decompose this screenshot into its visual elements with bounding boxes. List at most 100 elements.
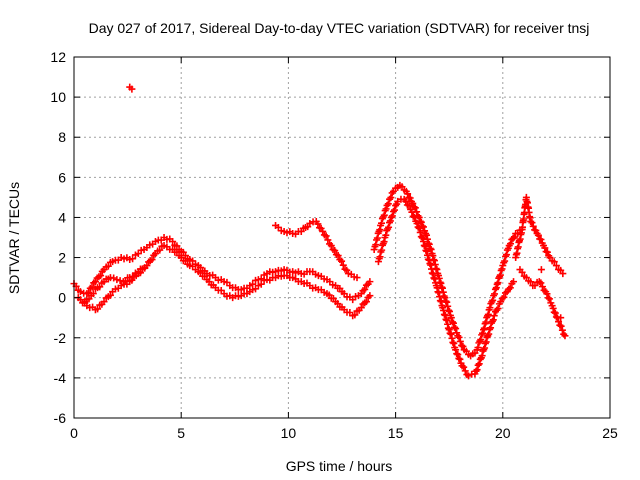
data-point <box>561 332 569 340</box>
y-tick-label: 6 <box>58 169 66 185</box>
data-point <box>104 262 112 270</box>
data-point <box>559 270 567 278</box>
data-point <box>382 205 390 213</box>
data-point <box>366 292 374 300</box>
data-point <box>507 240 515 248</box>
data-point <box>442 315 450 323</box>
data-point <box>411 204 419 212</box>
data-point <box>489 296 497 304</box>
data-point <box>555 318 563 326</box>
series-track-a <box>70 234 374 304</box>
data-point <box>388 189 396 197</box>
data-point <box>324 236 332 244</box>
x-tick-label: 20 <box>495 425 511 441</box>
y-tick-label: 8 <box>58 129 66 145</box>
data-point <box>510 278 518 286</box>
data-point <box>334 252 342 260</box>
x-tick-label: 25 <box>602 425 618 441</box>
series-outliers <box>126 83 565 322</box>
data-point <box>421 242 429 250</box>
data-point <box>408 208 416 216</box>
data-point <box>460 363 468 371</box>
data-point <box>558 326 566 334</box>
data-point <box>453 350 461 358</box>
data-point <box>448 334 456 342</box>
x-tick-label: 10 <box>281 425 297 441</box>
data-point <box>458 341 466 349</box>
data-point <box>446 329 454 337</box>
data-point <box>538 283 546 291</box>
data-point <box>376 253 384 261</box>
x-tick-label: 5 <box>177 425 185 441</box>
data-point <box>502 251 510 259</box>
data-point <box>113 276 121 284</box>
data-point <box>529 222 537 230</box>
data-point <box>173 242 181 250</box>
data-point <box>426 244 434 252</box>
y-tick-label: -2 <box>54 330 67 346</box>
y-tick-label: -4 <box>54 370 67 386</box>
data-point <box>557 314 565 322</box>
data-point <box>436 297 444 305</box>
data-point <box>448 318 456 326</box>
axis-ticks: 0 5 10 15 20 25 -6 -4 -2 0 2 4 6 8 10 12 <box>50 49 618 441</box>
data-point <box>148 256 156 264</box>
data-point <box>392 202 400 210</box>
data-point <box>339 261 347 269</box>
data-point <box>456 355 464 363</box>
data-point <box>506 284 514 292</box>
data-point <box>413 219 421 227</box>
y-tick-label: -6 <box>54 410 67 426</box>
data-point <box>494 279 502 287</box>
data-point <box>424 239 432 247</box>
data-point <box>376 226 384 234</box>
data-series <box>70 83 569 380</box>
data-point <box>414 223 422 231</box>
data-point <box>482 318 490 326</box>
data-point <box>491 290 499 298</box>
data-point <box>424 255 432 263</box>
data-point <box>425 240 433 248</box>
x-axis-label: GPS time / hours <box>286 458 393 474</box>
data-point <box>419 238 427 246</box>
y-tick-label: 10 <box>50 89 66 105</box>
data-point <box>446 307 454 315</box>
data-point <box>480 324 488 332</box>
data-point <box>257 280 265 288</box>
data-point <box>422 246 430 254</box>
data-point <box>487 324 495 332</box>
data-point <box>496 273 504 281</box>
data-point <box>106 291 114 299</box>
data-point <box>404 190 412 198</box>
data-point <box>423 251 431 259</box>
data-point <box>449 319 457 327</box>
data-point <box>456 337 464 345</box>
chart-title: Day 027 of 2017, Sidereal Day-to-day VTE… <box>89 20 590 36</box>
data-point <box>475 360 483 368</box>
data-point <box>481 320 489 328</box>
data-point <box>489 316 497 324</box>
data-point <box>478 352 486 360</box>
data-point <box>441 311 449 319</box>
data-point <box>492 284 500 292</box>
data-point <box>443 316 451 324</box>
data-point <box>484 310 492 318</box>
data-point <box>543 290 551 298</box>
data-point <box>477 336 485 344</box>
data-point <box>551 309 559 317</box>
data-point <box>97 272 105 280</box>
data-point <box>331 247 339 255</box>
data-point <box>472 367 480 375</box>
x-tick-label: 0 <box>70 425 78 441</box>
data-point <box>373 234 381 242</box>
data-point <box>437 298 445 306</box>
data-point <box>459 342 467 350</box>
series-track-f <box>374 195 518 380</box>
data-point <box>388 212 396 220</box>
data-point <box>405 202 413 210</box>
data-point <box>141 264 149 272</box>
y-axis-label: SDTVAR / TECUs <box>6 182 22 294</box>
data-point <box>417 233 425 241</box>
data-point <box>440 306 448 314</box>
data-point <box>314 220 322 228</box>
